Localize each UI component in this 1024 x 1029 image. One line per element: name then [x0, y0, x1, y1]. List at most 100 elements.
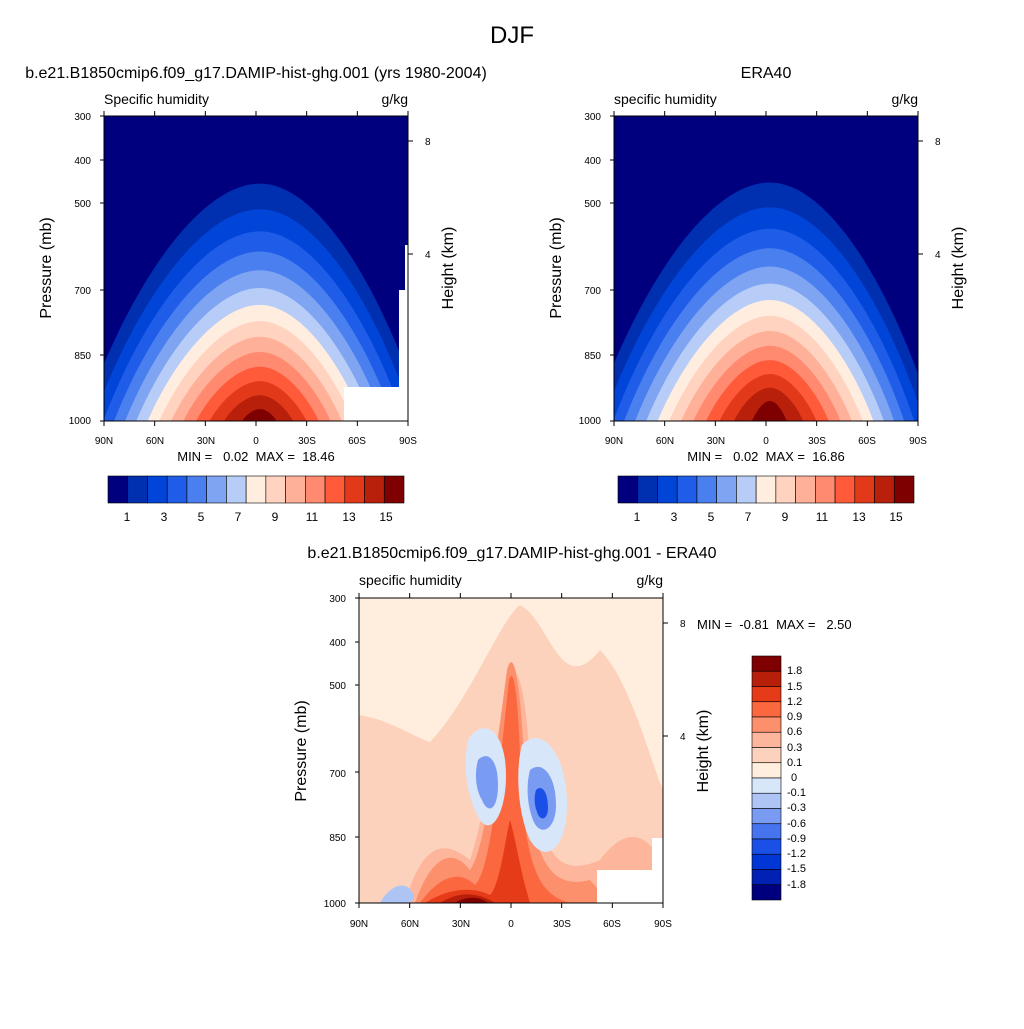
panel-diff-cbar-label-neg0.1: -0.1	[787, 787, 806, 799]
panel-model-xtick-0: 0	[253, 436, 259, 447]
panel-model-ytick-1000: 1000	[69, 416, 92, 427]
panel-obs-ytick-400: 400	[584, 156, 601, 167]
panel-diff-cbar-label-neg1.2: -1.2	[787, 848, 806, 860]
panel-diff-cbar-label-neg1.5: -1.5	[787, 863, 806, 875]
panel-model: b.e21.B1850cmip6.f09_g17.DAMIP-hist-ghg.…	[25, 65, 487, 524]
panel-diff-cbar-label-neg1.8: -1.8	[787, 879, 806, 891]
panel-obs-xtick-0: 0	[763, 436, 769, 447]
panel-model-y2label: Height (km)	[440, 227, 457, 310]
panel-model-xtick-90S: 90S	[399, 436, 417, 447]
panel-diff-ylabel: Pressure (mb)	[293, 700, 310, 801]
panel-diff-cbar-label-1.2: 1.2	[787, 696, 802, 708]
colorbar-box-12	[751, 838, 782, 855]
colorbar-box-8	[775, 475, 796, 504]
colorbar-box-2	[147, 475, 168, 504]
panel-obs-cbar-label-7: 7	[745, 510, 752, 524]
panel-obs-y2tick-4: 4	[935, 250, 941, 261]
panel-obs-xtick-90S: 90S	[909, 436, 927, 447]
topography-mask	[405, 245, 408, 290]
colorbar-box-5	[716, 475, 737, 504]
panel-diff-ytick-500: 500	[329, 681, 346, 692]
panel-model-ytick-500: 500	[74, 199, 91, 210]
panel-diff-y2tick-8: 8	[680, 619, 686, 630]
colorbar-box-2	[751, 686, 782, 703]
panel-obs-cbar-label-3: 3	[671, 510, 678, 524]
panel-diff-cbar-label-neg0.9: -0.9	[787, 833, 806, 845]
panel-diff-subtitle-left: specific humidity	[359, 572, 462, 588]
panel-obs-ytick-1000: 1000	[579, 416, 602, 427]
panel-diff-cbar-label-1.8: 1.8	[787, 665, 802, 677]
diff-fill-6	[455, 897, 488, 903]
panel-diff-cbar-label-0.3: 0.3	[787, 742, 802, 754]
colorbar-box-7	[755, 475, 777, 504]
colorbar-box-1	[637, 475, 658, 504]
panel-model-xtick-60N: 60N	[146, 436, 164, 447]
panel-diff-xtick-60N: 60N	[401, 919, 419, 930]
panel-model-y2tick-8: 8	[425, 137, 431, 148]
diff-negative-fill-4	[534, 788, 548, 819]
panel-obs-cbar-label-5: 5	[708, 510, 715, 524]
colorbar-box-11	[751, 823, 782, 840]
colorbar-box-9	[751, 792, 782, 809]
panel-diff-xtick-60S: 60S	[603, 919, 621, 930]
colorbar-box-1	[127, 475, 148, 504]
panel-model-subtitle-right: g/kg	[382, 91, 408, 107]
colorbar-box-6	[751, 747, 782, 764]
colorbar-box-7	[751, 762, 782, 779]
panel-model-cbar-label-5: 5	[198, 510, 205, 524]
panel-obs-xtick-60N: 60N	[656, 436, 674, 447]
colorbar-box-8	[265, 475, 286, 504]
colorbar-box-9	[795, 475, 816, 504]
panel-diff-stats: MIN = -0.81 MAX = 2.50	[697, 617, 852, 632]
panel-diff-xtick-90S: 90S	[654, 919, 672, 930]
panel-diff-xtick-0: 0	[508, 919, 514, 930]
panel-diff-y2label: Height (km)	[695, 710, 712, 793]
colorbar-box-12	[344, 475, 365, 504]
level-fill-13	[223, 395, 294, 421]
panel-obs-xtick-60S: 60S	[858, 436, 876, 447]
panel-obs-xtick-30S: 30S	[808, 436, 826, 447]
panel-model-title: b.e21.B1850cmip6.f09_g17.DAMIP-hist-ghg.…	[25, 65, 487, 82]
panel-model-cbar-label-13: 13	[342, 510, 356, 524]
panel-obs-cbar-label-1: 1	[634, 510, 641, 524]
panel-model-plot-area	[100, 111, 413, 426]
colorbar-box-4	[696, 475, 717, 504]
colorbar-box-7	[245, 475, 267, 504]
colorbar-box-4	[751, 716, 782, 733]
panel-obs-ytick-300: 300	[584, 112, 601, 123]
colorbar-box-10	[305, 475, 326, 504]
panel-diff-colorbar	[751, 655, 782, 901]
topography-mask	[652, 838, 663, 870]
level-fill-14	[752, 401, 787, 421]
panel-diff-title: b.e21.B1850cmip6.f09_g17.DAMIP-hist-ghg.…	[307, 545, 716, 562]
panel-obs-plot-area	[610, 111, 923, 426]
colorbar-box-14	[383, 475, 405, 504]
panel-obs-xtick-90N: 90N	[605, 436, 623, 447]
panel-diff-ytick-850: 850	[329, 833, 346, 844]
colorbar-box-11	[324, 475, 346, 504]
panel-diff-cbar-label-0.6: 0.6	[787, 726, 802, 738]
colorbar-box-10	[815, 475, 836, 504]
panel-model-subtitle-left: Specific humidity	[104, 91, 209, 107]
colorbar-box-3	[676, 475, 698, 504]
panel-diff-cbar-label-neg0.3: -0.3	[787, 802, 806, 814]
colorbar-box-13	[364, 475, 385, 504]
figure-title: DJF	[490, 22, 534, 49]
panel-obs-colorbar	[617, 475, 915, 504]
panel-diff-cbar-label-neg0.6: -0.6	[787, 818, 806, 830]
panel-obs-stats: MIN = 0.02 MAX = 16.86	[687, 449, 845, 464]
colorbar-box-4	[186, 475, 207, 504]
colorbar-box-0	[751, 655, 782, 672]
panel-diff-cbar-label-1.5: 1.5	[787, 681, 802, 693]
colorbar-box-5	[751, 731, 782, 748]
colorbar-box-13	[751, 853, 782, 870]
panel-obs-y2tick-8: 8	[935, 137, 941, 148]
colorbar-box-3	[166, 475, 188, 504]
colorbar-box-14	[751, 869, 782, 886]
panel-obs-subtitle-right: g/kg	[892, 91, 918, 107]
panel-diff-y2tick-4: 4	[680, 732, 686, 743]
panel-model-colorbar	[107, 475, 405, 504]
colorbar-box-10	[751, 808, 782, 825]
panel-diff-xtick-30N: 30N	[452, 919, 470, 930]
